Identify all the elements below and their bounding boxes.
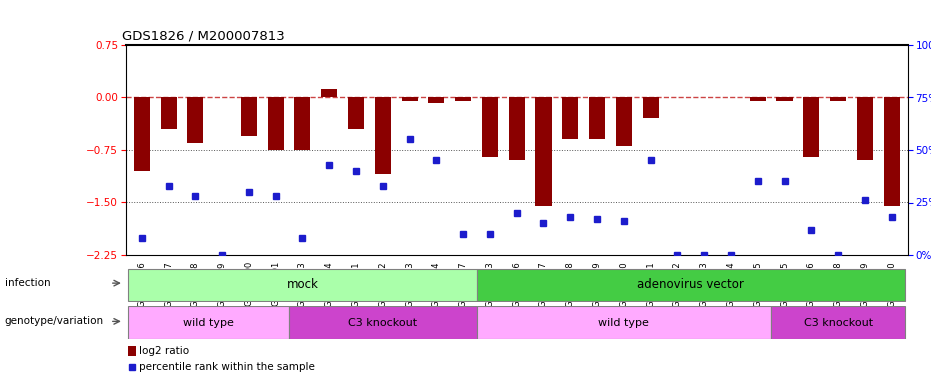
- Bar: [128, 269, 477, 301]
- Bar: [884, 98, 899, 206]
- Bar: [294, 98, 310, 150]
- Bar: [589, 98, 605, 140]
- Bar: [134, 98, 150, 171]
- Bar: [128, 346, 136, 356]
- Bar: [128, 306, 289, 339]
- Bar: [348, 98, 364, 129]
- Bar: [241, 98, 257, 136]
- Bar: [375, 98, 391, 174]
- Bar: [642, 98, 658, 118]
- Bar: [428, 98, 444, 103]
- Bar: [857, 98, 873, 160]
- Bar: [477, 306, 771, 339]
- Bar: [187, 98, 203, 143]
- Text: percentile rank within the sample: percentile rank within the sample: [140, 362, 316, 372]
- Bar: [749, 98, 766, 101]
- Bar: [267, 98, 284, 150]
- Bar: [289, 306, 477, 339]
- Text: C3 knockout: C3 knockout: [803, 318, 872, 327]
- Bar: [477, 269, 905, 301]
- Bar: [455, 98, 471, 101]
- Text: infection: infection: [5, 278, 50, 288]
- Bar: [482, 98, 498, 157]
- Text: wild type: wild type: [183, 318, 235, 327]
- Bar: [321, 89, 337, 98]
- Bar: [830, 98, 846, 101]
- Text: log2 ratio: log2 ratio: [140, 346, 190, 356]
- Bar: [615, 98, 632, 147]
- Text: GDS1826 / M200007813: GDS1826 / M200007813: [122, 30, 285, 42]
- Bar: [535, 98, 551, 206]
- Text: wild type: wild type: [599, 318, 649, 327]
- Bar: [803, 98, 819, 157]
- Bar: [160, 98, 177, 129]
- Bar: [562, 98, 578, 140]
- Text: adenovirus vector: adenovirus vector: [638, 279, 744, 291]
- Bar: [771, 306, 905, 339]
- Bar: [776, 98, 792, 101]
- Bar: [401, 98, 418, 101]
- Bar: [508, 98, 525, 160]
- Text: C3 knockout: C3 knockout: [348, 318, 417, 327]
- Text: genotype/variation: genotype/variation: [5, 316, 103, 326]
- Text: mock: mock: [287, 279, 318, 291]
